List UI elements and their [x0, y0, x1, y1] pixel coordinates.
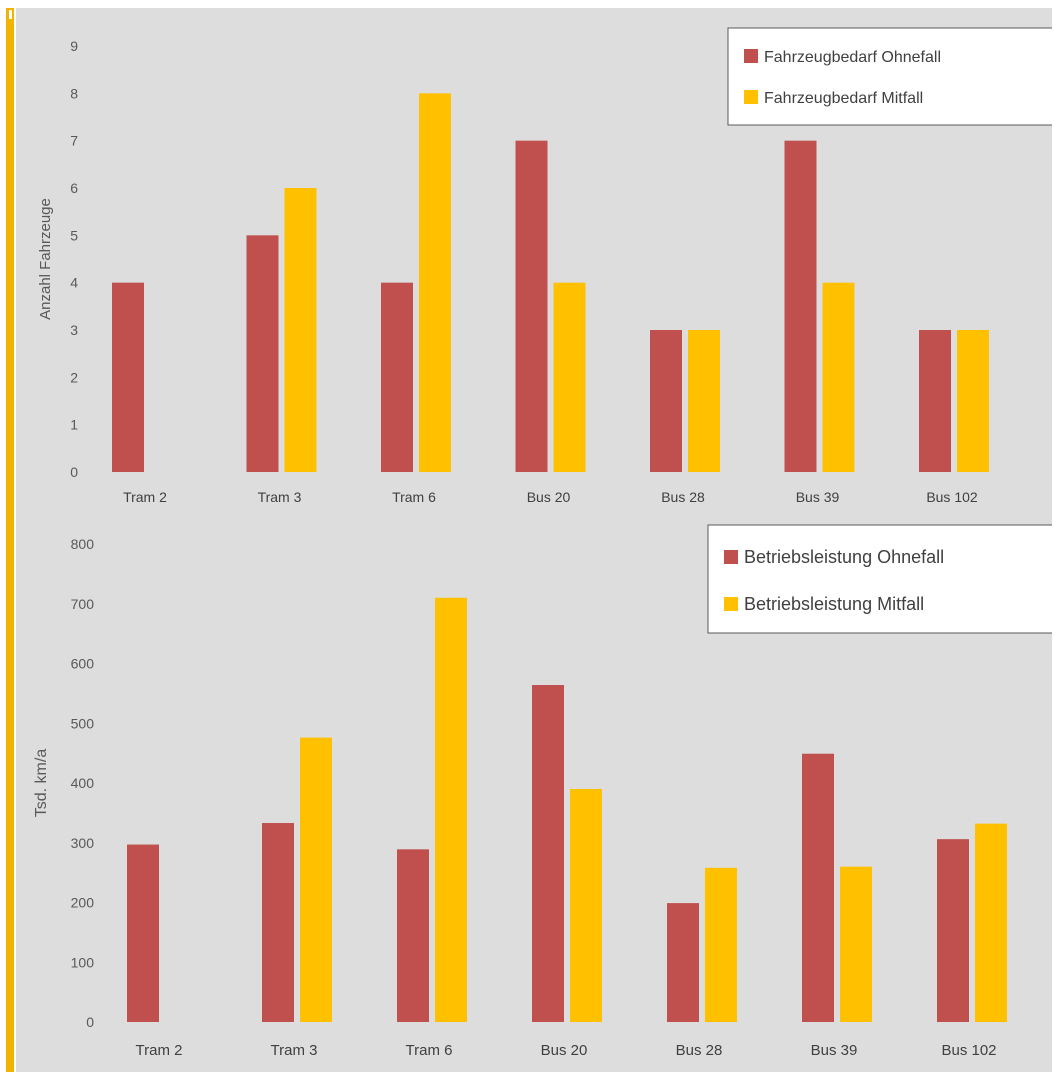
chart2-y-tick-label: 300: [71, 835, 95, 851]
chart1-legend-swatch: [744, 90, 758, 104]
chart1-bar: [381, 282, 413, 472]
chart1-bar: [919, 330, 951, 472]
chart1-bar: [515, 140, 548, 472]
chart2-y-tick-label: 800: [71, 536, 95, 552]
chart1-bar: [284, 188, 317, 472]
chart1-y-tick-label: 0: [70, 464, 78, 480]
chart1-legend-label: Fahrzeugbedarf Mitfall: [764, 90, 923, 107]
chart1-y-tick-label: 9: [70, 38, 78, 54]
chart1-category-label: Bus 39: [796, 489, 840, 505]
chart1-y-tick-label: 1: [70, 417, 78, 433]
chart1-bar: [957, 330, 989, 472]
chart2-bar: [937, 839, 969, 1022]
chart2-legend-box: [707, 524, 1054, 634]
chart2-y-tick-label: 0: [86, 1014, 94, 1030]
chart2-legend-swatch: [724, 550, 738, 564]
chart2-category-label: Bus 28: [676, 1042, 723, 1059]
chart2-bar: [570, 788, 602, 1022]
chart1-bar: [688, 330, 720, 472]
chart1-bar: [112, 282, 144, 472]
chart1-y-tick-label: 5: [70, 227, 78, 243]
chart1-legend-swatch: [744, 49, 758, 63]
chart2-legend-label: Betriebsleistung Ohnefall: [744, 547, 944, 567]
chart2-bar: [705, 867, 737, 1022]
chart2-y-tick-label: 200: [71, 895, 95, 911]
chart2-bar: [397, 849, 429, 1022]
chart2-bar: [127, 844, 159, 1022]
chart2-category-label: Tram 2: [136, 1042, 183, 1059]
chart1-y-axis-title: Anzahl Fahrzeuge: [37, 198, 54, 320]
chart2-y-tick-label: 100: [71, 954, 95, 970]
chart-area: 0 1 2 3 4 5 6 7 8 9 Anzahl Fahrzeuge Tram 2 Tram 3 Tr…: [16, 8, 1054, 1072]
chart2-bar: [802, 753, 834, 1022]
chart1-bar: [822, 282, 855, 472]
chart1-y-tick-label: 8: [70, 85, 78, 101]
chart2-category-label: Tram 6: [406, 1042, 453, 1059]
chart1-bar: [419, 93, 451, 472]
chart2-y-tick-label: 400: [71, 775, 95, 791]
chart2-y-tick-label: 700: [71, 596, 95, 612]
chart2-y-tick-label: 600: [71, 656, 95, 672]
chart1-category-label: Bus 28: [661, 489, 705, 505]
chart2-y-axis-title: Tsd. km/a: [33, 749, 50, 818]
chart2-category-label: Bus 39: [811, 1042, 858, 1059]
chart2-bar: [532, 685, 564, 1022]
chart2-bar: [262, 823, 294, 1022]
chart1-y-tick-label: 2: [70, 369, 78, 385]
chart1-bar: [553, 282, 586, 472]
charts-svg: 0 1 2 3 4 5 6 7 8 9 Anzahl Fahrzeuge Tram 2 Tram 3 Tr…: [33, 27, 1054, 1059]
chart1-legend-box: [727, 27, 1054, 126]
chart1-bar: [246, 235, 279, 472]
chart1-category-label: Bus 20: [527, 489, 571, 505]
chart1-category-label: Tram 3: [258, 489, 302, 505]
chart1-category-label: Tram 2: [123, 489, 167, 505]
chart2-bar: [300, 737, 332, 1022]
chart2-category-label: Bus 20: [541, 1042, 588, 1059]
chart1-bar: [784, 140, 817, 472]
chart2-bar: [667, 903, 699, 1022]
chart2-bar: [975, 823, 1007, 1022]
chart1-bar: [650, 330, 682, 472]
chart2-bar: [435, 597, 467, 1022]
chart1-y-tick-label: 6: [70, 180, 78, 196]
chart2-legend-swatch: [724, 597, 738, 611]
chart1-category-label: Tram 6: [392, 489, 436, 505]
chart2-y-tick-label: 500: [71, 715, 95, 731]
chart2-bar: [840, 866, 872, 1022]
chart1-y-tick-label: 4: [70, 275, 78, 291]
chart1-legend-label: Fahrzeugbedarf Ohnefall: [764, 49, 941, 66]
chart1-y-tick-label: 7: [70, 133, 78, 149]
chart2-legend-label: Betriebsleistung Mitfall: [744, 594, 924, 614]
chart2-category-label: Tram 3: [271, 1042, 318, 1059]
chart1-category-label: Bus 102: [926, 489, 978, 505]
accent-dot: [9, 10, 12, 19]
chart2-category-label: Bus 102: [941, 1042, 996, 1059]
chart1-y-tick-label: 3: [70, 322, 78, 338]
accent-strip: [6, 8, 14, 1072]
